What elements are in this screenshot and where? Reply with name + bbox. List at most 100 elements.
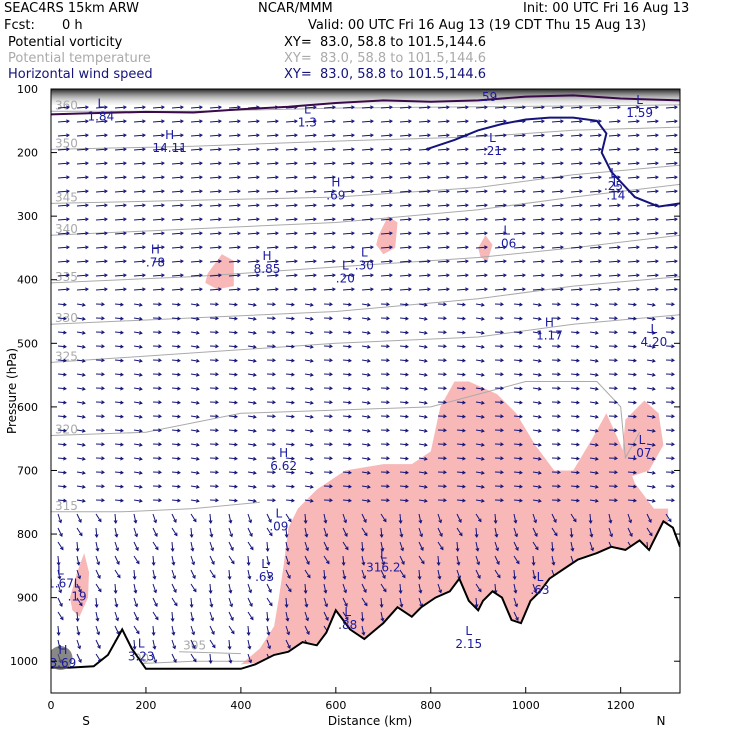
wind-vector [209,527,214,538]
wind-vector [76,287,89,292]
svg-text:L: L [639,433,646,447]
wind-vector [133,231,146,236]
wind-vector [209,541,215,552]
wind-vector [190,456,200,461]
wind-vector [361,344,371,349]
x-tick-label: 1200 [607,699,635,712]
wind-vector [361,119,374,124]
wind-vector [399,203,412,208]
wind-vector [380,217,393,222]
svg-text:6.62: 6.62 [270,459,297,473]
field-xy-theta: XY= 83.0, 58.8 to 101.5,144.6 [284,51,487,66]
wind-vector [494,330,504,335]
wind-vector [57,161,70,166]
wind-vector [228,133,241,138]
wind-vector [456,386,466,391]
wind-vector [475,513,482,523]
wind-vector [646,302,656,307]
wind-vector [551,555,556,566]
wind-vector [152,287,165,292]
wind-vector [304,456,314,461]
wind-vector [361,583,367,593]
wind-vector [551,189,564,194]
wind-vector [247,484,257,489]
extremum-low: L.63 [255,557,274,584]
wind-vector [513,513,518,524]
wind-vector [228,147,241,152]
wind-vector [361,597,368,607]
plot-frame [50,88,681,694]
wind-vector [323,105,336,110]
wind-vector [114,470,124,475]
wind-vector [399,147,412,152]
wind-vector [152,372,162,377]
theta-label-315: 315 [55,499,78,513]
wind-vector [494,498,504,503]
wind-vector [513,611,519,621]
wind-vector [627,414,637,419]
wind-vector [76,105,89,110]
wind-vector [323,273,336,278]
wind-vector [437,330,447,335]
wind-vector [646,470,656,475]
wind-vector [361,330,371,335]
wind-vector [665,428,675,433]
wind-vector [171,428,181,433]
wind-vector [399,470,409,475]
wind-vector [437,273,450,278]
pv-region-5 [240,381,669,665]
wind-vector [285,611,290,622]
wind-vector [323,231,336,236]
wind-vector [247,287,260,292]
svg-text:L: L [537,570,544,584]
wind-vector [665,456,675,461]
wind-vector [380,316,390,321]
wind-vector [304,442,314,447]
wind-vector [589,456,599,461]
wind-vector [551,414,561,419]
wind-vector [171,330,181,335]
fcst-value: 0 h [62,18,83,33]
wind-vector [361,456,371,461]
wind-vector [437,386,447,391]
wind-vector [228,259,241,264]
wind-vector [247,527,253,537]
wind-vector [171,442,181,447]
wind-vector [95,639,101,649]
wind-vector [209,245,222,250]
wind-vector [114,245,127,250]
wind-vector [436,555,441,566]
wind-vector [133,316,143,321]
wind-vector [569,527,574,538]
wind-vector [475,175,488,180]
wind-vector [152,316,162,321]
wind-vector [399,527,404,538]
wind-vector [494,484,504,489]
wind-vector [114,133,127,138]
wind-vector [152,442,162,447]
wind-vector [114,498,124,503]
wind-vector [285,217,298,222]
wind-vector [95,273,108,278]
y-tick-label: 300 [17,210,38,223]
wind-vector [437,119,450,124]
wind-vector [361,203,374,208]
svg-text:.78: .78 [146,255,165,269]
wind-vector [95,245,108,250]
wind-vector [437,527,443,537]
wind-vector [513,189,526,194]
wind-vector [418,372,428,377]
wind-vector [513,302,523,307]
wind-vector [399,273,412,278]
wind-vector [532,569,537,580]
wind-vector [76,569,82,580]
wind-vector [513,442,523,447]
wind-vector [114,597,119,608]
wind-vector [285,175,298,180]
wind-vector [342,428,352,433]
wind-vector [342,245,355,250]
wind-vector [304,569,311,579]
wind-vector [152,386,162,391]
svg-text:1.59: 1.59 [626,106,653,120]
wind-vector [361,302,371,307]
